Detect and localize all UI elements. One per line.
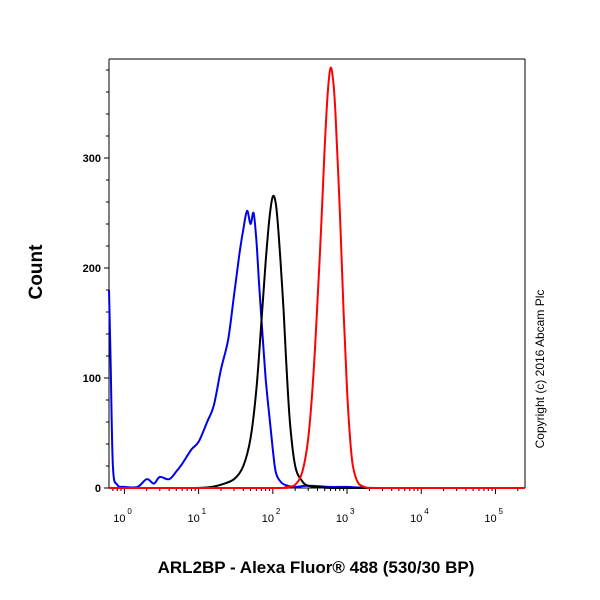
- x-tick-label-exponent: 3: [350, 507, 355, 516]
- x-tick-label-base: 10: [484, 513, 496, 525]
- x-tick-label: 102: [262, 507, 281, 525]
- y-tick-label: 300: [83, 153, 101, 165]
- series-line-2: [109, 194, 525, 490]
- x-tick-label-exponent: 5: [498, 507, 503, 516]
- y-tick-labels: 0 100 200 300: [83, 153, 101, 495]
- x-tick-label-base: 10: [336, 513, 348, 525]
- series-line-1: [108, 209, 525, 490]
- x-axis-label: ARL2BP - Alexa Fluor® 488 (530/30 BP): [158, 558, 475, 577]
- x-tick-label-base: 10: [187, 513, 199, 525]
- x-tick-label-exponent: 0: [127, 507, 132, 516]
- x-tick-label: 100: [113, 507, 132, 525]
- plot-area: [108, 58, 526, 489]
- y-tick-label: 200: [83, 263, 101, 275]
- x-tick-label: 103: [336, 507, 355, 525]
- y-tick-label: 100: [83, 373, 101, 385]
- x-tick-label-exponent: 2: [276, 507, 281, 516]
- x-tick-label-base: 10: [262, 513, 274, 525]
- x-tick-label: 101: [187, 507, 206, 525]
- y-tick-label: 0: [95, 483, 101, 495]
- y-minor-ticks: [104, 69, 109, 489]
- x-tick-label-exponent: 1: [202, 507, 207, 516]
- x-tick-label-base: 10: [410, 513, 422, 525]
- copyright-annotation: Copyright (c) 2016 Abcam Plc: [533, 290, 547, 449]
- series-group: [108, 66, 525, 490]
- x-tick-label-base: 10: [113, 513, 125, 525]
- x-tick-label-exponent: 4: [424, 507, 429, 516]
- x-tick-label: 105: [484, 507, 503, 525]
- series-line-3: [109, 66, 525, 490]
- x-tick-label: 104: [410, 507, 429, 525]
- y-axis-label: Count: [26, 244, 47, 300]
